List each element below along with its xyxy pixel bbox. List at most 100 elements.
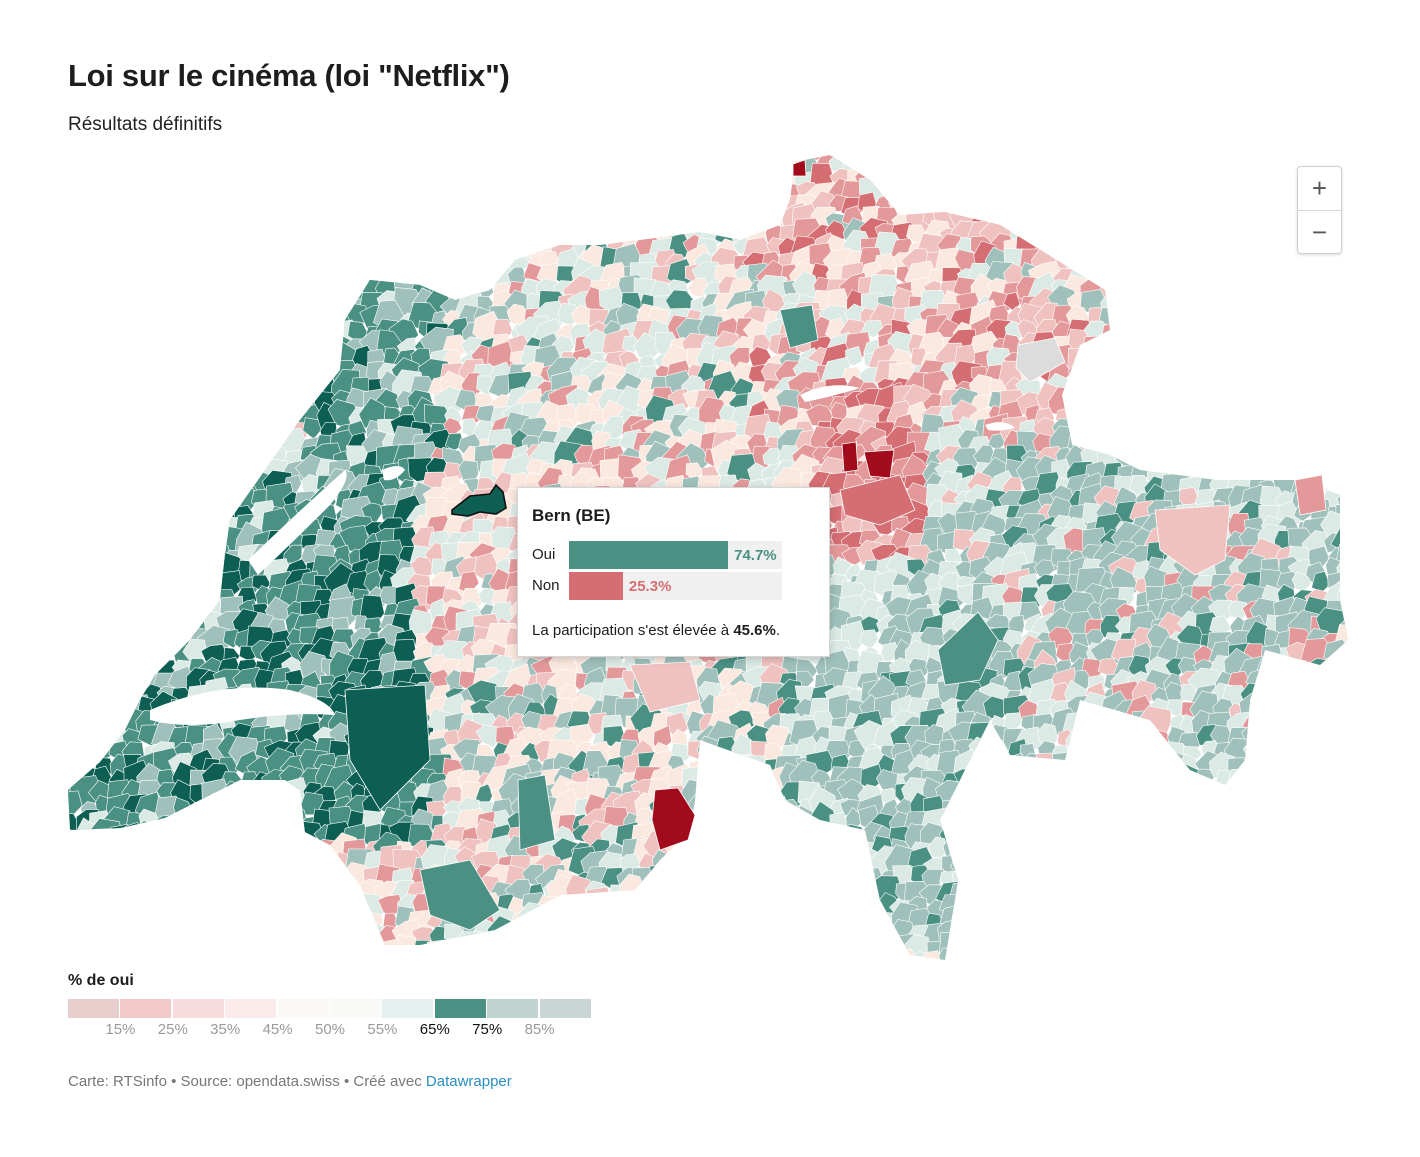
municipality-cell[interactable] [1044, 888, 1072, 919]
municipality-cell[interactable] [1082, 767, 1113, 794]
municipality-cell[interactable] [442, 147, 469, 174]
municipality-cell[interactable] [1128, 953, 1155, 976]
municipality-cell[interactable] [41, 331, 66, 364]
municipality-cell[interactable] [91, 683, 118, 709]
municipality-cell[interactable] [54, 444, 86, 469]
municipality-cell[interactable] [393, 151, 427, 182]
dark-red-municipality[interactable] [841, 441, 859, 473]
municipality-cell[interactable] [397, 181, 420, 200]
municipality-cell[interactable] [505, 962, 530, 980]
municipality-cell[interactable] [93, 183, 117, 205]
municipality-cell[interactable] [1035, 950, 1056, 969]
municipality-cell[interactable] [1131, 869, 1158, 897]
municipality-cell[interactable] [766, 925, 785, 947]
municipality-cell[interactable] [1145, 395, 1180, 432]
municipality-cell[interactable] [871, 945, 900, 978]
municipality-cell[interactable] [1340, 647, 1359, 666]
municipality-cell[interactable] [826, 876, 850, 903]
municipality-cell[interactable] [109, 240, 126, 258]
municipality-cell[interactable] [1272, 388, 1308, 417]
municipality-cell[interactable] [1262, 449, 1285, 472]
municipality-cell[interactable] [47, 264, 71, 291]
municipality-cell[interactable] [872, 932, 904, 961]
municipality-cell[interactable] [1275, 906, 1299, 931]
municipality-cell[interactable] [1169, 152, 1188, 173]
municipality-cell[interactable] [1225, 403, 1255, 432]
municipality-cell[interactable] [752, 198, 773, 220]
municipality-cell[interactable] [137, 940, 162, 961]
municipality-cell[interactable] [698, 946, 731, 977]
municipality-cell[interactable] [1194, 364, 1222, 390]
municipality-cell[interactable] [1208, 794, 1242, 829]
municipality-cell[interactable] [75, 528, 103, 552]
municipality-cell[interactable] [759, 906, 785, 934]
municipality-cell[interactable] [1263, 950, 1282, 969]
municipality-cell[interactable] [1112, 372, 1140, 397]
municipality-cell[interactable] [1017, 808, 1046, 839]
municipality-cell[interactable] [1063, 935, 1095, 963]
municipality-cell[interactable] [105, 625, 135, 654]
municipality-cell[interactable] [263, 348, 290, 369]
municipality-cell[interactable] [201, 450, 231, 476]
municipality-cell[interactable] [968, 180, 996, 206]
municipality-cell[interactable] [1084, 347, 1110, 370]
municipality-cell[interactable] [153, 877, 176, 903]
municipality-cell[interactable] [44, 737, 72, 762]
municipality-cell[interactable] [729, 205, 764, 238]
municipality-cell[interactable] [122, 875, 149, 908]
municipality-cell[interactable] [1259, 293, 1281, 318]
municipality-cell[interactable] [1131, 728, 1153, 749]
municipality-cell[interactable] [405, 193, 433, 220]
municipality-cell[interactable] [527, 964, 549, 980]
municipality-cell[interactable] [91, 938, 120, 963]
municipality-cell[interactable] [761, 863, 790, 898]
municipality-cell[interactable] [279, 284, 308, 321]
municipality-cell[interactable] [201, 892, 231, 919]
municipality-cell[interactable] [45, 659, 67, 679]
municipality-cell[interactable] [1309, 449, 1332, 471]
municipality-cell[interactable] [1069, 220, 1093, 241]
municipality-cell[interactable] [91, 923, 116, 947]
municipality-cell[interactable] [709, 865, 738, 893]
municipality-cell[interactable] [41, 316, 71, 346]
municipality-cell[interactable] [1324, 750, 1354, 784]
municipality-cell[interactable] [317, 311, 340, 329]
municipality-cell[interactable] [237, 265, 258, 291]
municipality-cell[interactable] [458, 145, 492, 179]
municipality-cell[interactable] [444, 250, 469, 275]
municipality-cell[interactable] [733, 939, 753, 957]
municipality-cell[interactable] [1338, 439, 1367, 478]
municipality-cell[interactable] [58, 540, 88, 565]
municipality-cell[interactable] [1340, 358, 1364, 386]
municipality-cell[interactable] [278, 345, 308, 374]
municipality-cell[interactable] [748, 848, 781, 880]
municipality-cell[interactable] [668, 232, 695, 259]
municipality-cell[interactable] [583, 935, 609, 958]
municipality-cell[interactable] [262, 317, 292, 344]
municipality-cell[interactable] [1335, 665, 1366, 701]
municipality-cell[interactable] [681, 866, 706, 890]
municipality-cell[interactable] [1147, 223, 1180, 249]
municipality-cell[interactable] [1111, 835, 1149, 866]
municipality-cell[interactable] [1222, 294, 1254, 325]
municipality-cell[interactable] [99, 313, 131, 347]
municipality-cell[interactable] [116, 414, 151, 445]
municipality-cell[interactable] [56, 181, 86, 211]
municipality-cell[interactable] [1221, 261, 1251, 291]
municipality-cell[interactable] [556, 909, 579, 931]
municipality-cell[interactable] [808, 962, 839, 980]
municipality-cell[interactable] [135, 474, 164, 502]
municipality-cell[interactable] [1309, 908, 1334, 935]
municipality-cell[interactable] [908, 179, 930, 202]
municipality-cell[interactable] [270, 854, 294, 876]
municipality-cell[interactable] [140, 194, 166, 221]
municipality-cell[interactable] [1137, 280, 1156, 302]
municipality-cell[interactable] [1192, 383, 1223, 418]
municipality-cell[interactable] [325, 189, 357, 219]
municipality-cell[interactable] [220, 420, 241, 443]
municipality-cell[interactable] [430, 209, 451, 231]
municipality-cell[interactable] [1262, 870, 1281, 889]
municipality-cell[interactable] [826, 963, 849, 981]
municipality-cell[interactable] [123, 281, 149, 303]
municipality-cell[interactable] [1309, 753, 1338, 779]
